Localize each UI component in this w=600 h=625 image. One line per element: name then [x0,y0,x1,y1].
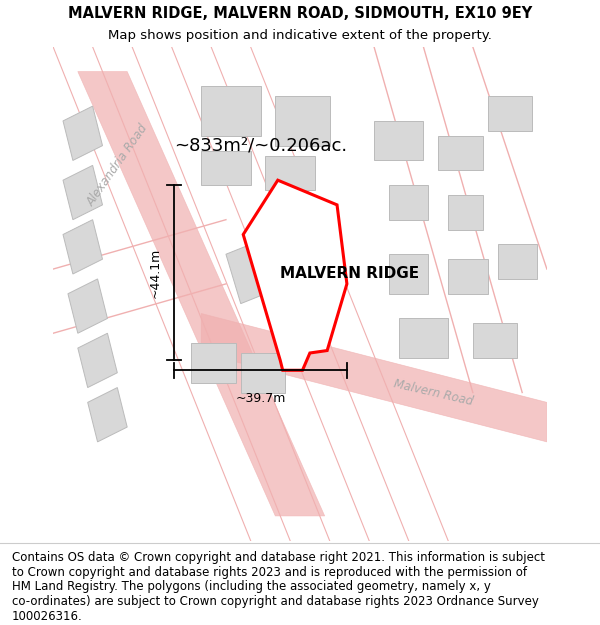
Polygon shape [265,156,315,190]
Polygon shape [448,259,488,294]
Polygon shape [497,244,537,279]
Polygon shape [63,166,103,219]
Polygon shape [448,195,482,229]
Polygon shape [201,86,260,136]
Text: Map shows position and indicative extent of the property.: Map shows position and indicative extent… [108,29,492,42]
Text: MALVERN RIDGE: MALVERN RIDGE [280,266,419,281]
Polygon shape [63,106,103,161]
Polygon shape [78,71,325,516]
Polygon shape [275,96,329,146]
Polygon shape [374,121,424,161]
Polygon shape [389,185,428,219]
Text: HM Land Registry. The polygons (including the associated geometry, namely x, y: HM Land Registry. The polygons (includin… [12,580,491,593]
Text: ~44.1m: ~44.1m [149,248,162,298]
Polygon shape [243,180,347,370]
Polygon shape [438,136,482,170]
Text: MALVERN RIDGE, MALVERN ROAD, SIDMOUTH, EX10 9EY: MALVERN RIDGE, MALVERN ROAD, SIDMOUTH, E… [68,6,532,21]
Polygon shape [488,96,532,131]
Text: ~833m²/~0.206ac.: ~833m²/~0.206ac. [174,137,347,154]
Text: Contains OS data © Crown copyright and database right 2021. This information is : Contains OS data © Crown copyright and d… [12,551,545,564]
Polygon shape [201,151,251,185]
Text: Malvern Road: Malvern Road [392,377,474,408]
Text: 100026316.: 100026316. [12,610,83,622]
Polygon shape [191,343,236,382]
Polygon shape [241,353,285,392]
Polygon shape [473,323,517,358]
Polygon shape [78,333,118,388]
Polygon shape [68,279,107,333]
Polygon shape [399,318,448,358]
Polygon shape [226,234,290,304]
Text: Alexandria Road: Alexandria Road [84,122,151,209]
Polygon shape [63,219,103,274]
Text: ~39.7m: ~39.7m [235,392,286,406]
Polygon shape [201,314,547,442]
Text: co-ordinates) are subject to Crown copyright and database rights 2023 Ordnance S: co-ordinates) are subject to Crown copyr… [12,595,539,608]
Polygon shape [88,388,127,442]
Polygon shape [389,254,428,294]
Text: to Crown copyright and database rights 2023 and is reproduced with the permissio: to Crown copyright and database rights 2… [12,566,527,579]
